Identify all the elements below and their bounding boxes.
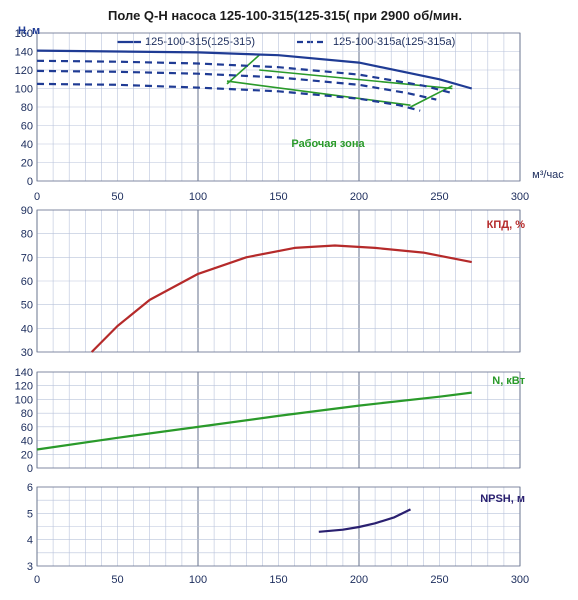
efficiency-panel: 30 40 50 60 70 80 90 КПД, % bbox=[21, 205, 525, 359]
efficiency-ytick-label: 90 bbox=[21, 205, 33, 217]
working-zone-lower-edge bbox=[226, 80, 411, 106]
npsh-xtick-label: 100 bbox=[189, 574, 207, 586]
working-zone-right-boundary bbox=[410, 84, 453, 108]
qh-series-0 bbox=[36, 49, 473, 90]
qh-ytick-label: 40 bbox=[21, 139, 33, 151]
qh-ytick-label: 60 bbox=[21, 121, 33, 133]
efficiency-ylabel: КПД, % bbox=[487, 219, 526, 231]
npsh-ytick-label: 5 bbox=[27, 508, 33, 520]
power-ytick-label: 0 bbox=[27, 463, 33, 475]
efficiency-series-0 bbox=[90, 244, 472, 353]
npsh-xtick-label: 200 bbox=[350, 574, 368, 586]
efficiency-ytick-label: 80 bbox=[21, 229, 33, 241]
qh-series-3 bbox=[36, 82, 421, 112]
power-ytick-label: 120 bbox=[15, 381, 33, 393]
qh-panel: 0 20 40 60 80 100 120 140 160 0 50 100 150 200 250 300м… bbox=[15, 25, 565, 203]
power-ytick-label: 140 bbox=[15, 367, 33, 379]
qh-series-2 bbox=[36, 69, 437, 101]
npsh-series-0 bbox=[318, 508, 411, 533]
qh-frame bbox=[36, 32, 521, 182]
legend-solid-label: 125-100-315(125-315) bbox=[145, 36, 255, 48]
chart-title: Поле Q-H насоса 125-100-315(125-315( при… bbox=[108, 8, 462, 23]
qh-xtick-label: 250 bbox=[430, 191, 448, 203]
power-frame bbox=[36, 371, 521, 469]
qh-ytick-label: 0 bbox=[27, 176, 33, 188]
efficiency-ytick-label: 70 bbox=[21, 252, 33, 264]
efficiency-ytick-label: 60 bbox=[21, 276, 33, 288]
power-ytick-label: 100 bbox=[15, 394, 33, 406]
qh-ytick-label: 80 bbox=[21, 102, 33, 114]
npsh-xtick-label: 50 bbox=[111, 574, 123, 586]
qh-ytick-label: 140 bbox=[15, 47, 33, 59]
qh-series-1 bbox=[36, 59, 453, 95]
qh-xtick-label: 200 bbox=[350, 191, 368, 203]
legend-dashed-label: 125-100-315а(125-315а) bbox=[333, 36, 455, 48]
qh-xtick-label: 0 bbox=[34, 191, 40, 203]
npsh-xtick-label: 300 bbox=[511, 574, 529, 586]
power-ytick-label: 80 bbox=[21, 408, 33, 420]
power-series-0 bbox=[36, 391, 472, 451]
working-zone-label: Рабочая зона bbox=[291, 138, 365, 150]
npsh-ylabel: NPSH, м bbox=[480, 493, 525, 505]
legend: 125-100-315(125-315) 125-100-315а(125-31… bbox=[117, 36, 455, 48]
npsh-ytick-label: 4 bbox=[27, 535, 33, 547]
efficiency-ytick-label: 30 bbox=[21, 347, 33, 359]
npsh-ytick-label: 3 bbox=[27, 561, 33, 573]
qh-xlabel: м³/час bbox=[532, 169, 564, 181]
power-ylabel: N, кВт bbox=[492, 375, 525, 387]
qh-xtick-label: 150 bbox=[269, 191, 287, 203]
npsh-ytick-label: 6 bbox=[27, 482, 33, 494]
qh-xtick-label: 300 bbox=[511, 191, 529, 203]
power-ytick-label: 60 bbox=[21, 422, 33, 434]
power-ytick-label: 20 bbox=[21, 449, 33, 461]
npsh-panel: 3 4 5 6 0 50 100 150 200 250 300 NPSH, м bbox=[27, 482, 529, 586]
working-zone-left-boundary bbox=[226, 54, 260, 85]
qh-ylabel: H, м bbox=[18, 25, 40, 37]
npsh-xtick-label: 150 bbox=[269, 574, 287, 586]
power-ytick-label: 40 bbox=[21, 436, 33, 448]
npsh-frame bbox=[36, 486, 521, 567]
qh-xtick-label: 50 bbox=[111, 191, 123, 203]
efficiency-ytick-label: 40 bbox=[21, 323, 33, 335]
npsh-xtick-label: 0 bbox=[34, 574, 40, 586]
qh-ytick-label: 100 bbox=[15, 84, 33, 96]
qh-ytick-label: 20 bbox=[21, 158, 33, 170]
npsh-xtick-label: 250 bbox=[430, 574, 448, 586]
qh-ytick-label: 160 bbox=[15, 28, 33, 40]
qh-ytick-label: 120 bbox=[15, 65, 33, 77]
efficiency-frame bbox=[36, 209, 521, 353]
efficiency-ytick-label: 50 bbox=[21, 300, 33, 312]
qh-xtick-label: 100 bbox=[189, 191, 207, 203]
